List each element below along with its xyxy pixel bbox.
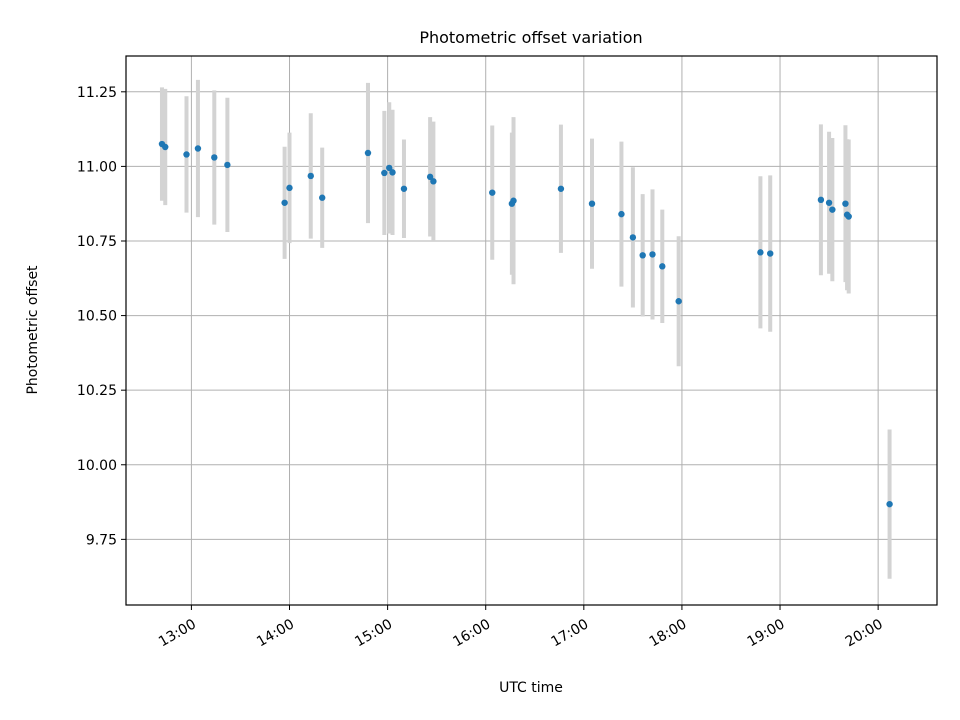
data-point	[510, 197, 517, 204]
data-point	[842, 200, 849, 207]
data-point	[286, 184, 293, 192]
y-axis: 9.75 10.00 10.25 10.50 10.75 11.00 11.25	[77, 85, 126, 548]
data-point	[639, 252, 646, 259]
plot-frame	[125, 55, 938, 606]
data-point	[659, 263, 666, 270]
data-point	[211, 154, 218, 161]
data-point	[757, 249, 764, 256]
y-tick-label: 11.00	[77, 159, 117, 175]
data-point	[845, 213, 852, 220]
data-point	[817, 196, 825, 204]
data-point	[400, 185, 408, 192]
data-point	[618, 210, 625, 218]
data-point	[319, 194, 326, 201]
data-point	[364, 149, 372, 157]
data-point	[767, 250, 774, 257]
x-axis-label: UTC time	[499, 680, 563, 696]
data-point	[886, 500, 893, 508]
data-point	[675, 298, 682, 305]
data-point	[183, 151, 190, 158]
data-points	[158, 140, 893, 508]
data-point	[649, 251, 656, 258]
data-point	[224, 161, 231, 169]
data-point	[557, 185, 565, 192]
data-point	[430, 178, 437, 185]
data-point	[194, 145, 202, 152]
y-tick-label: 10.50	[77, 309, 117, 325]
data-point	[629, 234, 637, 241]
data-point	[825, 199, 833, 206]
data-point	[426, 173, 434, 181]
data-point	[389, 169, 396, 176]
y-tick-label: 10.00	[77, 458, 117, 474]
data-point	[307, 172, 314, 180]
y-tick-label: 10.75	[77, 234, 117, 250]
data-point	[381, 169, 388, 177]
data-point	[281, 199, 288, 206]
data-point	[386, 164, 393, 172]
plot-area	[126, 56, 937, 605]
y-tick-label: 11.25	[77, 85, 117, 101]
data-point	[588, 200, 596, 207]
chart-title: Photometric offset variation	[419, 28, 642, 47]
data-point	[489, 189, 496, 196]
y-tick-label: 10.25	[77, 383, 117, 399]
y-tick-label: 9.75	[86, 532, 117, 548]
y-axis-label: Photometric offset	[25, 265, 41, 395]
data-point	[162, 143, 169, 151]
data-point	[829, 206, 836, 213]
